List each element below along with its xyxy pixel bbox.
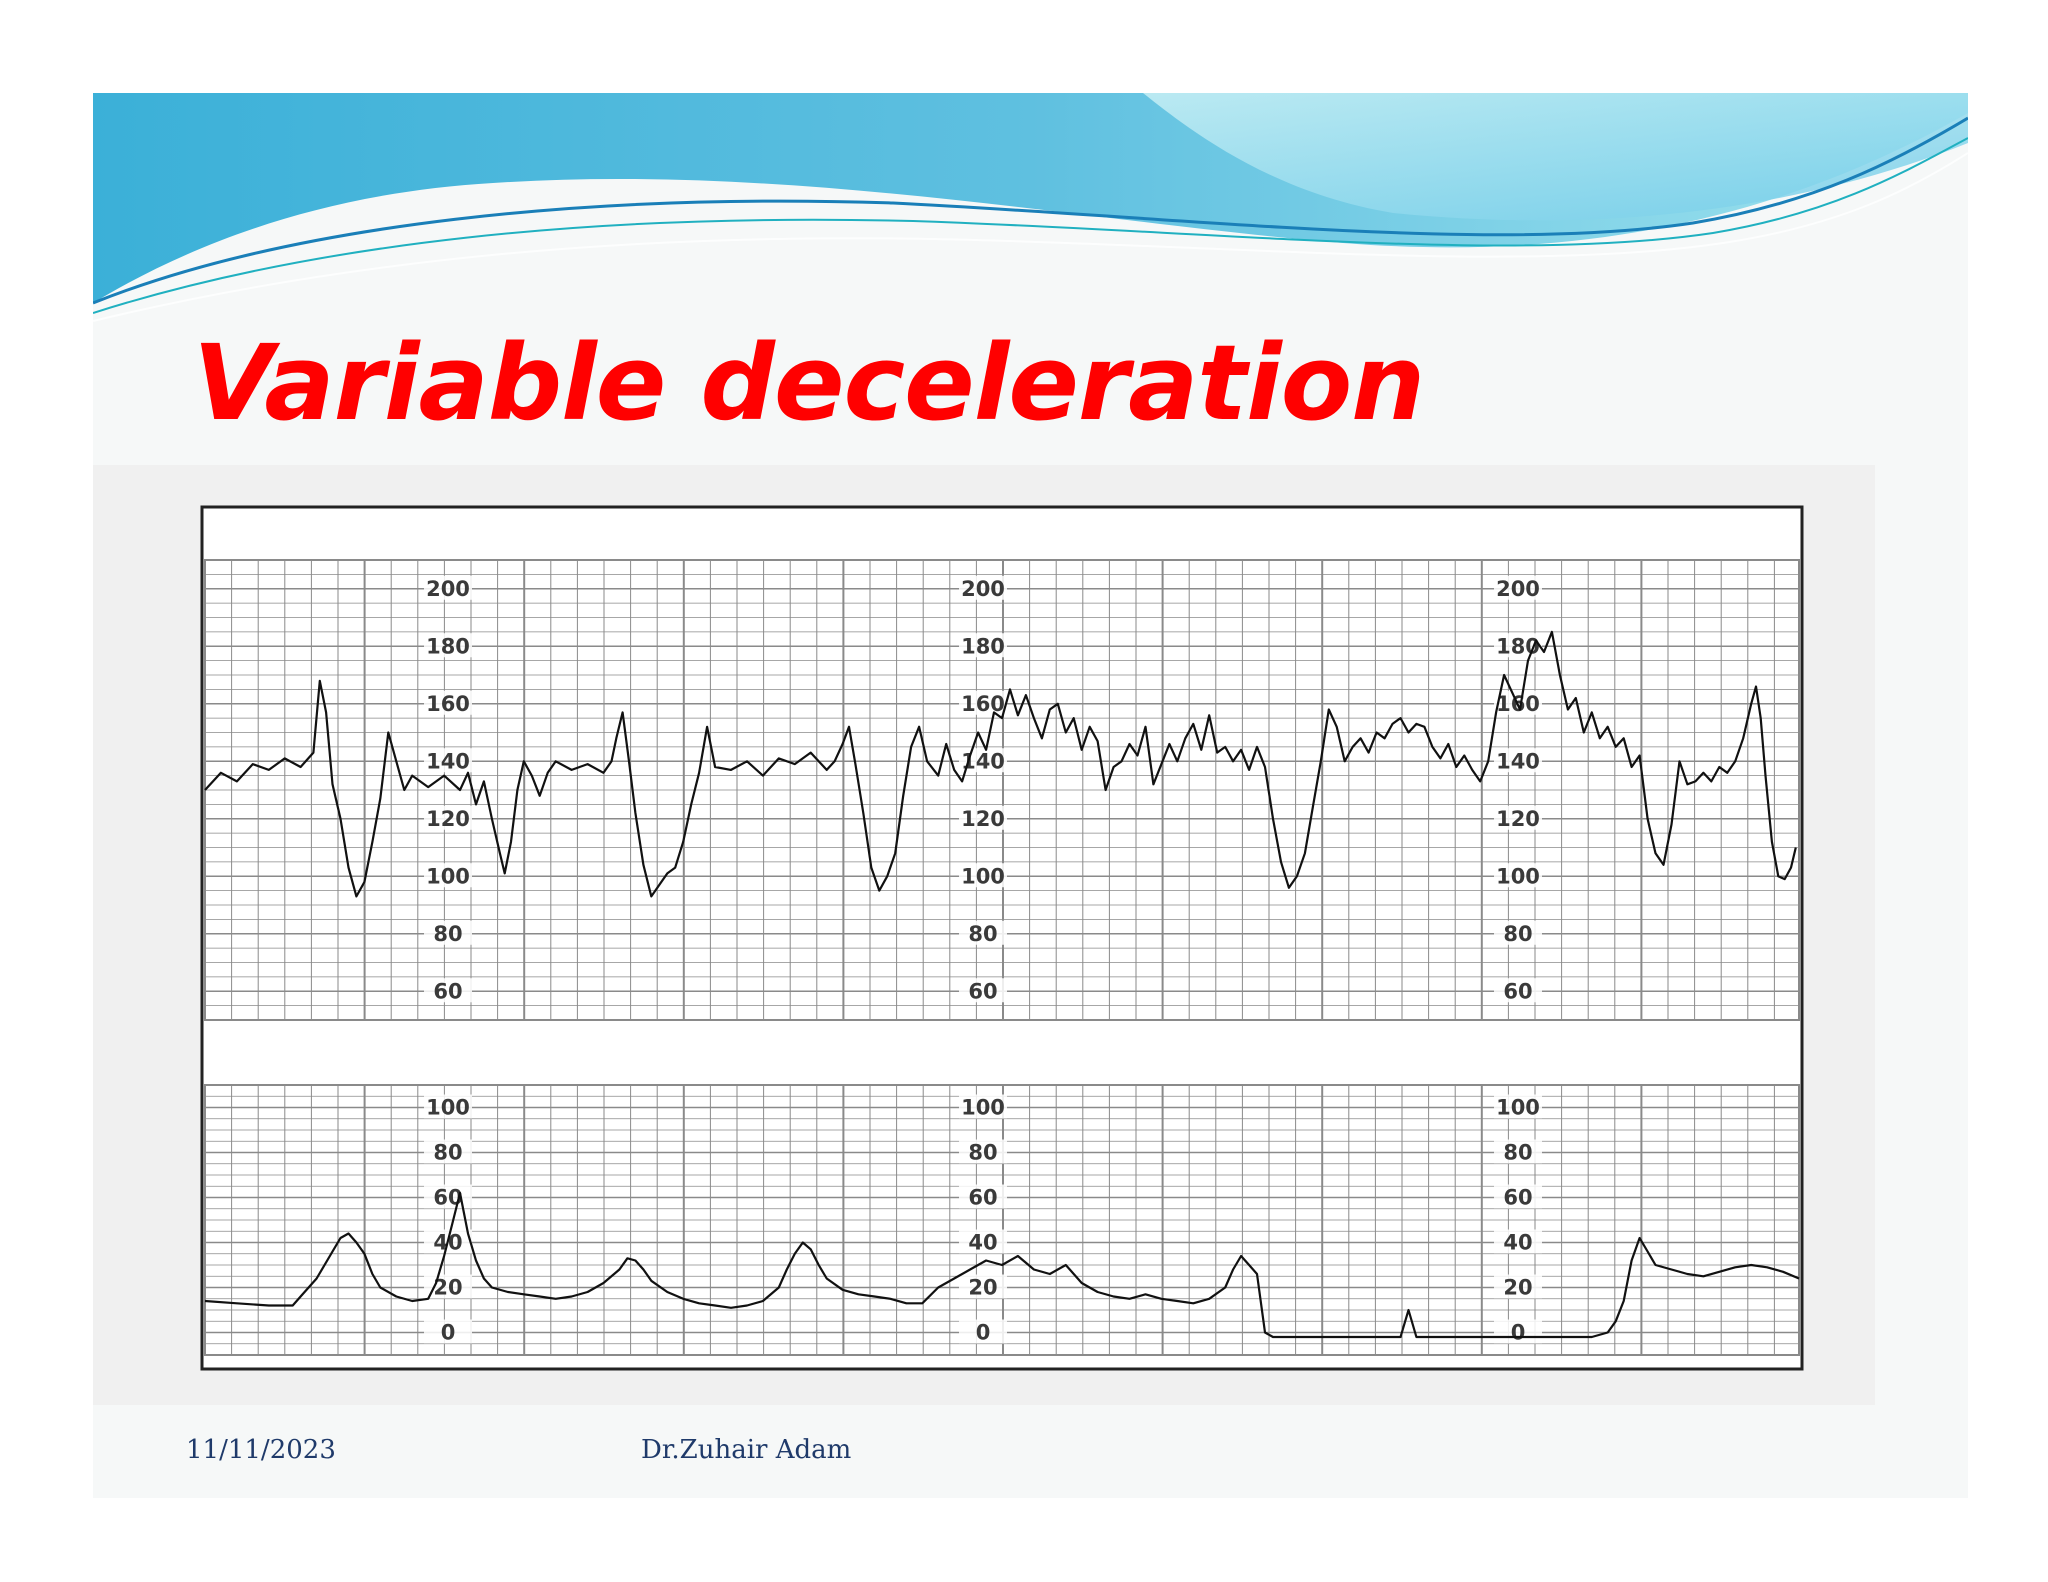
fhr-tick-label: 80 xyxy=(1503,922,1532,946)
fhr-tick-label: 200 xyxy=(961,577,1005,601)
uc-tick-label: 40 xyxy=(968,1231,997,1255)
fhr-trace-group xyxy=(204,630,1797,898)
uc-tick-label: 60 xyxy=(1503,1186,1532,1210)
fhr-tick-label: 180 xyxy=(426,634,470,658)
fhr-tick-label: 140 xyxy=(1496,749,1540,773)
fhr-tick-label: 80 xyxy=(968,922,997,946)
uc-tick-label: 100 xyxy=(426,1096,470,1120)
fhr-tick-label: 160 xyxy=(961,692,1005,716)
fhr-tick-label: 60 xyxy=(968,979,997,1003)
tick-label-bg xyxy=(1494,1319,1542,1344)
fhr-tick-label: 140 xyxy=(426,749,470,773)
uc-tick-label: 100 xyxy=(961,1096,1005,1120)
fhr-tick-label: 160 xyxy=(426,692,470,716)
tick-label-bg xyxy=(959,633,1007,658)
tick-label-bg xyxy=(424,1319,472,1344)
tick-label-bg xyxy=(959,690,1007,715)
fhr-tick-label: 100 xyxy=(961,864,1005,888)
fhr-tick-label: 200 xyxy=(426,577,470,601)
tick-label-bg xyxy=(959,1094,1007,1119)
uterine-contractions-trace xyxy=(204,1191,1800,1339)
panel-border xyxy=(204,1084,1800,1356)
tick-label-bg xyxy=(959,920,1007,945)
uc-tick-label: 80 xyxy=(433,1141,462,1165)
uc-tick-label: 0 xyxy=(441,1321,456,1345)
footer-author: Dr.Zuhair Adam xyxy=(641,1435,852,1465)
tick-label-bg xyxy=(424,863,472,888)
fhr-tick-label: 120 xyxy=(1496,807,1540,831)
header-wave xyxy=(93,93,1968,322)
tick-label-bg xyxy=(959,1319,1007,1344)
fhr-tick-label: 200 xyxy=(1496,577,1540,601)
fhr-tick-label: 120 xyxy=(961,807,1005,831)
uc-tick-label: 0 xyxy=(1511,1321,1526,1345)
uc-trace-group xyxy=(204,1191,1800,1339)
tick-label-bg xyxy=(424,805,472,830)
tick-label-bg xyxy=(959,1274,1007,1299)
uc-tick-label: 20 xyxy=(1503,1276,1532,1300)
tick-label-bg xyxy=(1494,748,1542,773)
tick-label-bg xyxy=(424,1184,472,1209)
fhr-tick-label: 60 xyxy=(433,979,462,1003)
uc-tick-label: 100 xyxy=(1496,1096,1540,1120)
tick-label-bg xyxy=(424,920,472,945)
tick-label-bg xyxy=(959,1229,1007,1254)
tick-label-bg xyxy=(1494,978,1542,1003)
uc-tick-label: 80 xyxy=(1503,1141,1532,1165)
tick-label-bg xyxy=(1494,1229,1542,1254)
slide: Variable deceleration 60 60 60 80 80 80 100 100… xyxy=(93,93,1968,1498)
tick-label-bg xyxy=(424,748,472,773)
tick-label-bg xyxy=(1494,863,1542,888)
uc-tick-label: 0 xyxy=(976,1321,991,1345)
tick-label-bg xyxy=(959,1139,1007,1164)
uc-tick-label: 20 xyxy=(968,1276,997,1300)
fhr-tick-label: 100 xyxy=(1496,864,1540,888)
tick-label-bg xyxy=(959,978,1007,1003)
tick-label-bg xyxy=(424,690,472,715)
tick-label-bg xyxy=(424,575,472,600)
tick-label-bg xyxy=(1494,1094,1542,1119)
tick-label-bg xyxy=(424,1274,472,1299)
tick-label-bg xyxy=(959,863,1007,888)
tick-label-bg xyxy=(959,575,1007,600)
tick-label-bg xyxy=(1494,805,1542,830)
slide-title: Variable deceleration xyxy=(193,322,1425,444)
tick-label-bg xyxy=(1494,1139,1542,1164)
fhr-tick-label: 100 xyxy=(426,864,470,888)
tick-label-bg xyxy=(959,805,1007,830)
tick-label-bg xyxy=(1494,920,1542,945)
footer-date: 11/11/2023 xyxy=(186,1435,336,1465)
fhr-tick-label: 60 xyxy=(1503,979,1532,1003)
uc-tick-label: 40 xyxy=(1503,1231,1532,1255)
uc-tick-label: 60 xyxy=(968,1186,997,1210)
tick-label-bg xyxy=(424,978,472,1003)
fetal-heart-rate-trace xyxy=(204,630,1797,898)
tick-label-bg xyxy=(424,1139,472,1164)
fhr-tick-label: 120 xyxy=(426,807,470,831)
ctg-strip: 60 60 60 80 80 80 100 100 100 120 120 120 140 140 140 1… xyxy=(93,465,1875,1405)
tick-label-bg xyxy=(1494,1274,1542,1299)
fhr-tick-label: 180 xyxy=(961,634,1005,658)
tick-label-bg xyxy=(1494,575,1542,600)
tick-label-bg xyxy=(1494,1184,1542,1209)
tick-label-bg xyxy=(424,1094,472,1119)
tick-label-bg xyxy=(959,1184,1007,1209)
tick-label-bg xyxy=(424,633,472,658)
uc-tick-label: 80 xyxy=(968,1141,997,1165)
fhr-tick-label: 80 xyxy=(433,922,462,946)
